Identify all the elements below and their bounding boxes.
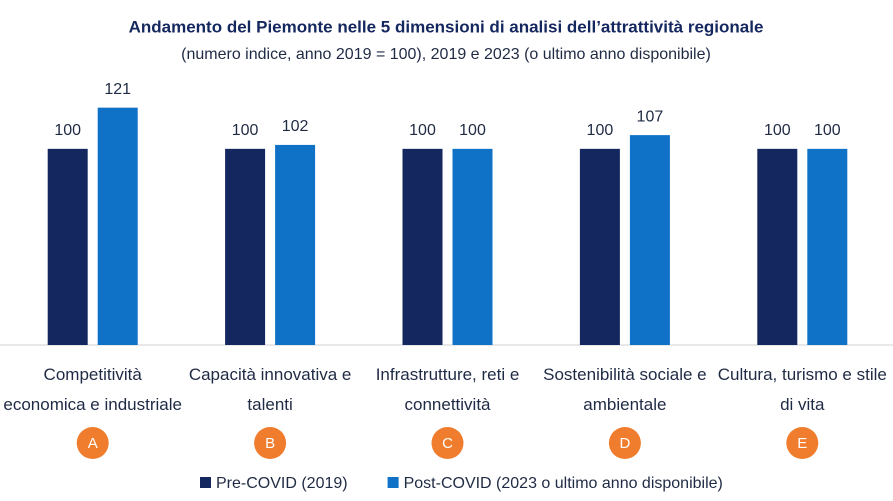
- value-label: 100: [814, 122, 841, 139]
- chart-title: Andamento del Piemonte nelle 5 dimension…: [129, 17, 764, 36]
- value-label: 100: [764, 122, 791, 139]
- value-label: 107: [637, 108, 664, 125]
- bar: [807, 148, 848, 345]
- value-label: 100: [54, 122, 81, 139]
- x-tick-label: Competitività economica e industriale: [3, 365, 182, 414]
- category-marker: [76, 427, 109, 459]
- chart-subtitle: (numero indice, anno 2019 = 100), 2019 e…: [181, 46, 711, 63]
- bar: [629, 135, 670, 345]
- legend-swatch: [200, 477, 211, 488]
- legend-label: Pre-COVID (2019): [216, 475, 348, 492]
- bar: [275, 144, 316, 345]
- category-marker: [431, 427, 464, 459]
- bar: [579, 148, 620, 345]
- value-label: 121: [104, 81, 131, 98]
- value-label: 100: [232, 122, 259, 139]
- x-tick-label: Sostenibilità sociale e ambientale: [543, 365, 707, 414]
- bar: [757, 148, 798, 345]
- category-marker: [786, 427, 819, 459]
- value-label: 100: [587, 122, 614, 139]
- x-tick-label: Cultura, turismo e stile di vita: [717, 365, 887, 414]
- x-tick-label: Capacità innovativa e talenti: [188, 365, 352, 414]
- category-marker: [608, 427, 641, 459]
- bar: [402, 148, 443, 345]
- category-marker-label: C: [442, 435, 453, 452]
- bar: [225, 148, 266, 345]
- bar: [97, 107, 138, 346]
- bar: [452, 148, 493, 345]
- value-label: 102: [282, 118, 309, 135]
- value-label: 100: [459, 122, 486, 139]
- value-label: 100: [409, 122, 436, 139]
- x-tick-label: Infrastrutture, reti e connettività: [375, 365, 520, 414]
- category-marker-label: D: [619, 435, 630, 452]
- category-marker-label: A: [88, 435, 98, 452]
- bar: [47, 148, 88, 345]
- category-marker-label: B: [265, 435, 275, 452]
- category-marker: [254, 427, 287, 459]
- category-marker-label: E: [797, 435, 807, 452]
- legend-swatch: [387, 477, 399, 488]
- legend-label: Post-COVID (2023 o ultimo anno disponibi…: [404, 475, 723, 492]
